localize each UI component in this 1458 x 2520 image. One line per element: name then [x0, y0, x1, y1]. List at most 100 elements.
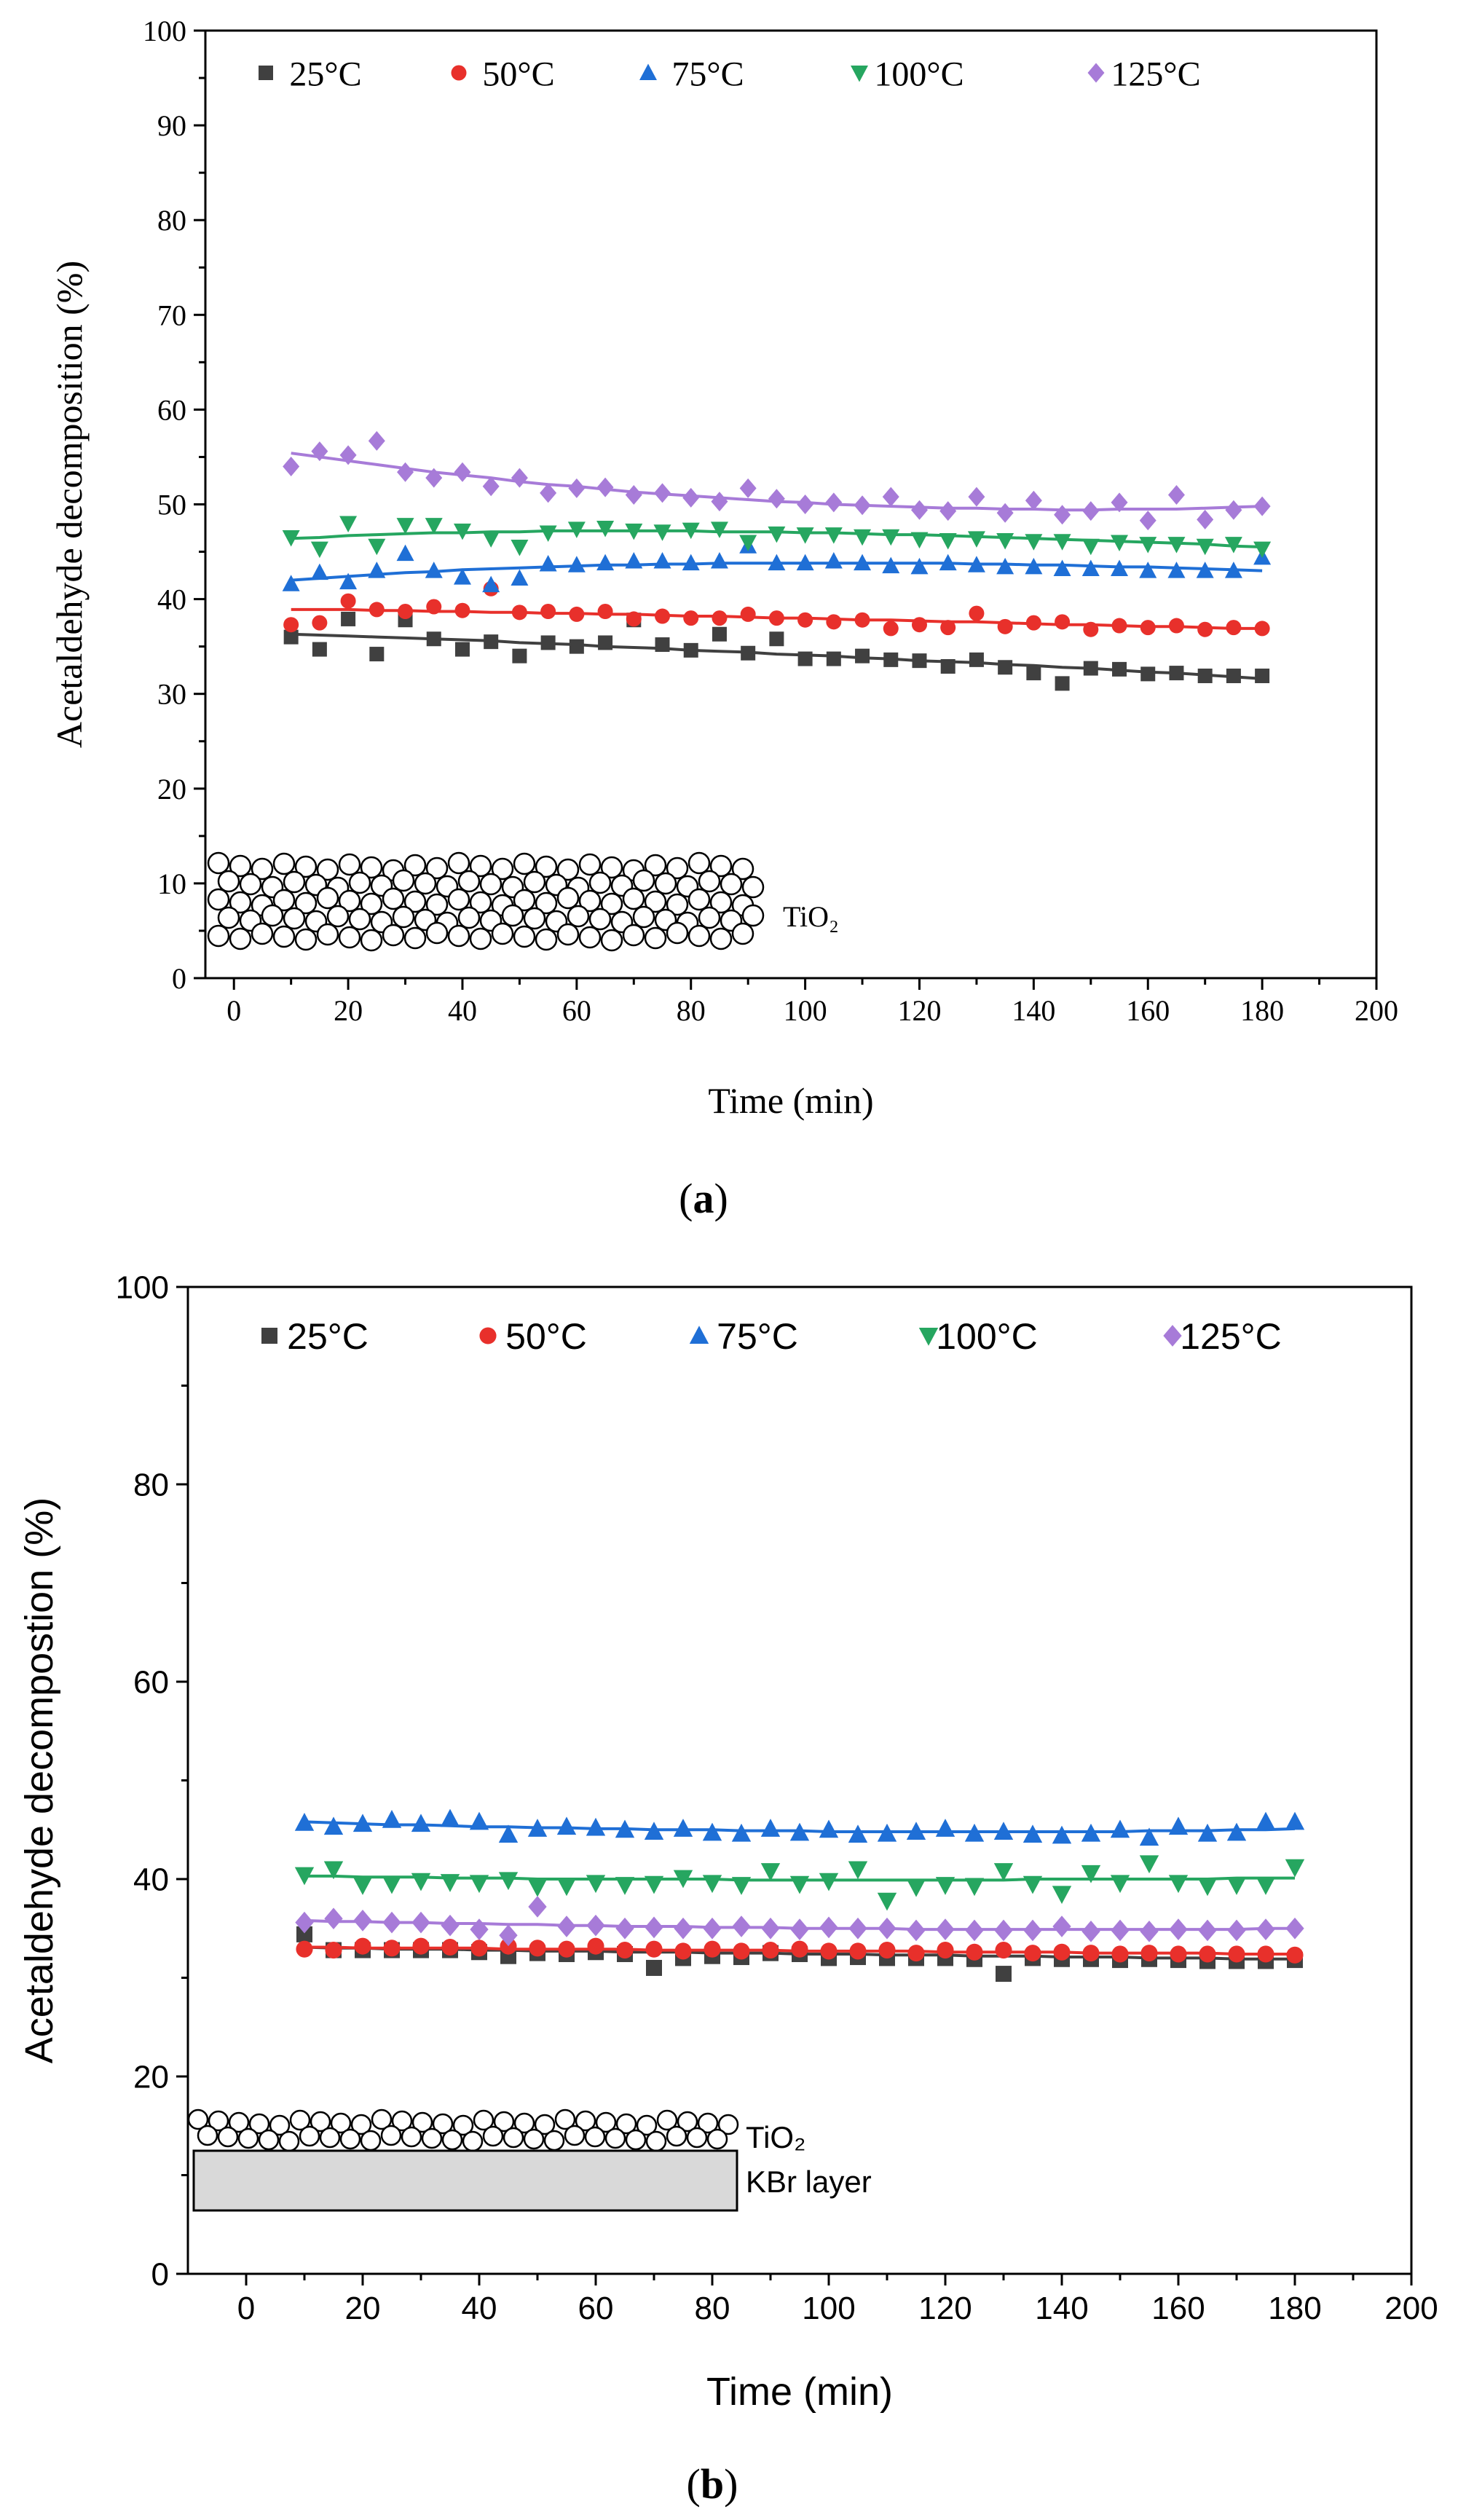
tio2-particle	[338, 926, 361, 949]
tio2-particle	[523, 2128, 545, 2150]
x-tick-label: 120	[897, 994, 941, 1027]
fit-line	[291, 632, 1263, 680]
data-point	[527, 1819, 548, 1837]
tio2-particle	[513, 852, 536, 875]
tio2-particle	[251, 922, 274, 945]
data-point	[528, 1896, 547, 1918]
tio2-particle	[523, 870, 546, 894]
legend-marker	[1087, 63, 1105, 83]
data-point	[712, 610, 728, 626]
data-point	[1110, 1875, 1130, 1894]
tio2-particle	[272, 889, 296, 912]
panel-label-paren-open: (	[687, 2460, 701, 2508]
tio2-particle	[432, 2113, 454, 2135]
data-point	[1285, 1859, 1305, 1878]
data-point	[1226, 1822, 1247, 1841]
data-point	[397, 462, 414, 482]
data-point	[789, 1822, 810, 1841]
y-tick-label: 20	[133, 2059, 169, 2095]
data-point	[910, 500, 928, 520]
data-point	[1025, 534, 1043, 551]
data-point	[790, 1918, 809, 1940]
legend-label: 125°C	[1180, 1316, 1282, 1357]
tio2-particle	[360, 856, 383, 879]
tio2-particle	[535, 928, 558, 951]
data-point	[824, 552, 843, 569]
y-tick-label: 100	[143, 15, 186, 47]
chart-panel-b: 0 20 40 60 80 100 120 140 160 180 200 0 20 40 60 80 100 T…	[17, 1269, 1438, 2508]
tio2-particle	[622, 924, 645, 947]
tio2-particle	[348, 871, 371, 894]
data-point	[1140, 666, 1156, 682]
tio2-particle	[382, 887, 405, 910]
data-point	[482, 531, 500, 548]
data-point	[939, 532, 957, 550]
data-point	[539, 525, 557, 543]
data-point	[540, 604, 556, 620]
data-point	[282, 575, 300, 591]
data-point	[1256, 1918, 1275, 1940]
tio2-particle	[403, 926, 427, 950]
tio2-particle	[316, 858, 339, 881]
data-point	[556, 1878, 577, 1897]
data-point	[340, 593, 356, 609]
tio2-particle	[686, 2127, 708, 2149]
tio2-particle	[534, 2114, 556, 2135]
tio2-particle	[622, 887, 645, 910]
x-tick-label: 100	[802, 2291, 855, 2326]
data-point	[796, 527, 814, 544]
tio2-particle	[677, 2111, 698, 2133]
tio2-particle	[513, 2112, 535, 2134]
tio2-particle	[578, 926, 602, 949]
data-point	[1226, 1877, 1247, 1895]
tio2-particle	[447, 851, 470, 875]
y-tick-label: 80	[157, 204, 186, 237]
data-point	[454, 642, 470, 657]
data-point	[625, 484, 642, 505]
series-75°C	[282, 537, 1272, 593]
data-point	[882, 487, 899, 507]
tio2-particle	[731, 857, 754, 881]
data-point	[312, 615, 328, 631]
tio2-particle	[473, 2109, 494, 2131]
data-point	[966, 1943, 983, 1961]
data-point	[740, 606, 756, 622]
tio2-particle	[600, 856, 623, 879]
tio2-particle	[493, 2111, 515, 2133]
data-point	[1197, 668, 1213, 683]
data-point	[674, 1942, 692, 1960]
data-point	[819, 1873, 839, 1891]
tio2-particle	[403, 854, 427, 877]
legend-label: 100°C	[936, 1316, 1038, 1357]
x-tick-label: 160	[1126, 994, 1170, 1027]
tio2-particle	[299, 2125, 320, 2147]
data-point	[824, 527, 843, 544]
data-point	[1053, 1943, 1071, 1961]
data-point	[761, 1917, 780, 1940]
data-point	[1081, 1823, 1101, 1842]
data-point	[1111, 535, 1129, 552]
x-tick-label: 140	[1012, 994, 1055, 1027]
data-point	[849, 1942, 867, 1960]
data-point	[1054, 505, 1071, 525]
tio2-particle	[330, 2112, 352, 2134]
tio2-particle	[578, 889, 602, 913]
data-point	[425, 518, 443, 535]
tio2-particle	[338, 853, 361, 876]
data-point	[454, 602, 470, 618]
data-point	[354, 1937, 371, 1955]
data-point	[998, 660, 1013, 675]
data-point	[339, 445, 357, 465]
data-point	[796, 554, 814, 571]
data-point	[441, 1914, 460, 1937]
data-point	[626, 611, 642, 627]
data-point	[1082, 1945, 1100, 1962]
data-point	[797, 651, 813, 666]
tio2-particle	[588, 907, 612, 931]
data-point	[567, 556, 586, 572]
tio2-particle	[513, 925, 536, 948]
data-point	[907, 1945, 925, 1962]
data-point	[826, 651, 841, 666]
data-point	[883, 652, 899, 667]
